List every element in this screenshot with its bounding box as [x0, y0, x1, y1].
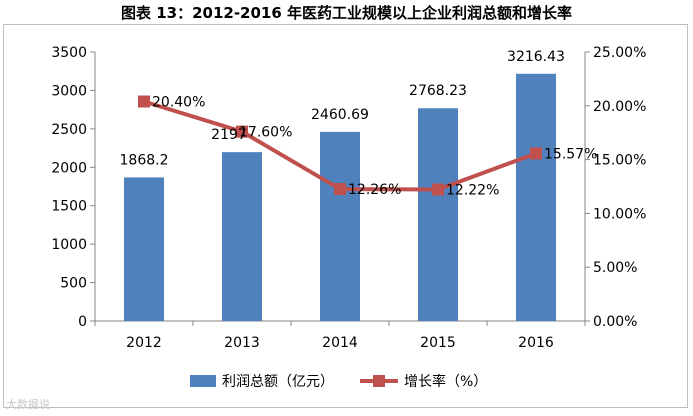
- left-tick-label: 3500: [51, 45, 87, 61]
- bar-data-label: 2768.23: [409, 83, 467, 99]
- left-tick-label: 1000: [51, 237, 87, 253]
- bar-data-label: 2460.69: [311, 107, 369, 123]
- bar-2016: [516, 73, 556, 322]
- right-tick-label: 15.00%: [593, 153, 646, 169]
- legend-bar-label: 利润总额（亿元）: [222, 374, 334, 390]
- right-tick-label: 5.00%: [593, 260, 637, 276]
- right-tick-label: 20.00%: [593, 99, 646, 115]
- bar-data-label: 1868.2: [120, 152, 169, 168]
- x-tick-label: 2013: [224, 335, 260, 351]
- chart-frame: [3, 24, 688, 408]
- legend-line-label: 增长率（%）: [404, 373, 487, 390]
- growth-point-2015: [432, 183, 444, 196]
- line-data-label: 15.57%: [544, 146, 597, 162]
- chart-title: 图表 13：2012-2016 年医药工业规模以上企业利润总额和增长率: [120, 4, 573, 22]
- right-tick-label: 25.00%: [593, 45, 646, 61]
- line-data-label: 17.60%: [239, 125, 292, 141]
- left-tick-label: 500: [60, 276, 87, 292]
- bar-2013: [222, 152, 262, 321]
- legend-bar-swatch: [190, 375, 216, 387]
- left-tick-label: 2000: [51, 160, 87, 176]
- bar-2014: [320, 131, 360, 321]
- bar-data-label: 2197: [211, 127, 247, 143]
- watermark: 大数据说: [6, 398, 50, 411]
- right-tick-label: 0.00%: [593, 314, 637, 330]
- growth-point-2013: [236, 125, 248, 138]
- right-tick-label: 10.00%: [593, 206, 646, 222]
- x-tick-label: 2016: [518, 335, 554, 351]
- legend-line-marker: [373, 375, 385, 387]
- growth-point-2016: [530, 147, 542, 160]
- bar-data-label: 3216.43: [507, 49, 565, 65]
- x-tick-label: 2014: [322, 335, 358, 351]
- x-tick-label: 2012: [126, 335, 162, 351]
- bar-2012: [124, 177, 164, 321]
- left-tick-label: 0: [78, 314, 87, 330]
- growth-point-2014: [334, 183, 346, 196]
- bar-2015: [418, 108, 458, 321]
- line-data-label: 12.22%: [446, 183, 499, 199]
- left-tick-label: 2500: [51, 122, 87, 138]
- left-tick-label: 1500: [51, 199, 87, 215]
- growth-point-2012: [138, 95, 150, 108]
- left-tick-label: 3000: [51, 83, 87, 99]
- line-data-label: 20.40%: [152, 94, 205, 110]
- line-data-label: 12.26%: [348, 182, 401, 198]
- x-tick-label: 2015: [420, 335, 456, 351]
